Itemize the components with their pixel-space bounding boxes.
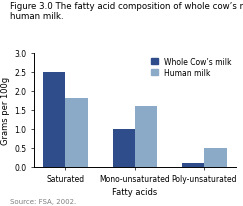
Text: Source: FSA, 2002.: Source: FSA, 2002. <box>10 198 76 204</box>
X-axis label: Fatty acids: Fatty acids <box>112 188 157 197</box>
Bar <box>182 163 204 167</box>
Bar <box>113 129 135 167</box>
Y-axis label: Grams per 100g: Grams per 100g <box>1 76 10 144</box>
Bar <box>65 99 88 167</box>
Bar <box>135 107 157 167</box>
Bar <box>204 148 226 167</box>
Bar <box>43 73 65 167</box>
Legend: Whole Cow’s milk, Human milk: Whole Cow’s milk, Human milk <box>151 57 232 77</box>
Text: Figure 3.0 The fatty acid composition of whole cow’s milk and
human milk.: Figure 3.0 The fatty acid composition of… <box>10 2 243 21</box>
